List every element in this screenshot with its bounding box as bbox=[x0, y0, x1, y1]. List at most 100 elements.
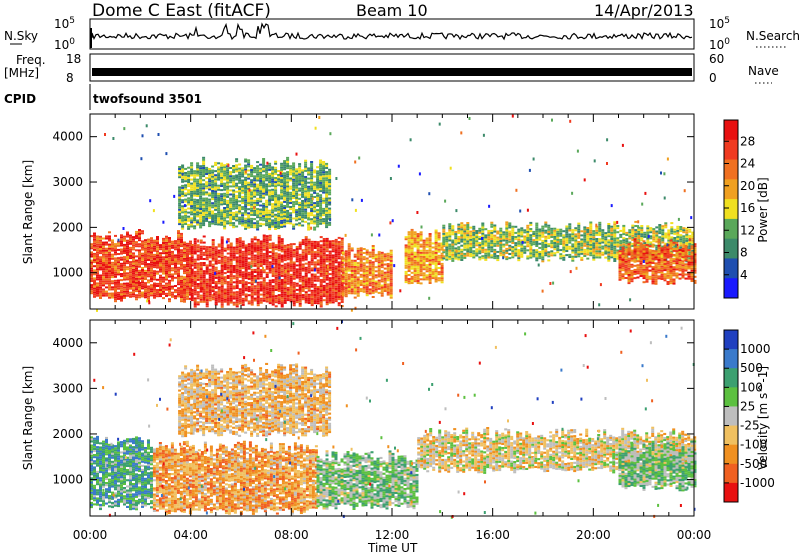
heatmap-cell bbox=[325, 260, 329, 263]
heatmap-cell bbox=[472, 229, 476, 232]
heatmap-cell bbox=[250, 295, 254, 298]
heatmap-cell bbox=[466, 226, 470, 228]
heatmap-cell bbox=[532, 251, 536, 254]
heatmap-cell bbox=[298, 284, 302, 287]
heatmap-cell bbox=[562, 238, 566, 241]
heatmap-cell bbox=[247, 165, 251, 168]
heatmap-cell bbox=[202, 160, 206, 163]
heatmap-cell bbox=[183, 245, 186, 248]
heatmap-cell bbox=[190, 223, 194, 226]
heatmap-cell bbox=[153, 241, 156, 244]
heatmap-cell bbox=[502, 249, 506, 252]
heatmap-cell bbox=[202, 222, 206, 225]
heatmap-cell bbox=[202, 241, 206, 244]
heatmap-cell bbox=[256, 161, 260, 164]
heatmap-cell bbox=[153, 243, 156, 246]
heatmap-cell bbox=[478, 256, 482, 259]
heatmap-cell bbox=[186, 242, 189, 245]
heatmap-cell bbox=[141, 283, 144, 286]
heatmap-cell bbox=[241, 189, 245, 192]
heatmap-cell bbox=[180, 279, 183, 282]
heatmap-cell bbox=[102, 266, 105, 269]
heatmap-cell bbox=[193, 217, 197, 220]
heatmap-cell bbox=[271, 301, 275, 304]
heatmap-cell bbox=[147, 291, 150, 294]
heatmap-cell bbox=[277, 257, 281, 260]
heatmap-cell bbox=[183, 270, 186, 273]
heatmap-cell bbox=[259, 246, 263, 249]
heatmap-cell bbox=[514, 238, 518, 241]
heatmap-cell bbox=[265, 218, 269, 221]
heatmap-cell bbox=[289, 253, 293, 256]
heatmap-cell bbox=[334, 243, 338, 245]
heatmap-cell bbox=[344, 274, 348, 277]
heatmap-cell bbox=[286, 205, 290, 208]
heatmap-cell bbox=[117, 267, 120, 270]
heatmap-cell bbox=[440, 242, 444, 245]
heatmap-cell bbox=[262, 192, 266, 195]
heatmap-cell bbox=[241, 261, 245, 263]
heatmap-cell bbox=[562, 246, 566, 249]
heatmap-cell bbox=[437, 244, 441, 247]
heatmap-cell bbox=[120, 248, 123, 251]
heatmap-cell bbox=[183, 253, 186, 256]
heatmap-cell bbox=[262, 240, 266, 243]
heatmap-cell bbox=[184, 174, 188, 177]
heatmap-cell bbox=[220, 197, 224, 200]
heatmap-cell bbox=[259, 222, 263, 225]
heatmap-cell bbox=[374, 288, 378, 291]
heatmap-cell bbox=[99, 260, 102, 263]
heatmap-cell bbox=[253, 262, 257, 265]
heatmap-cell bbox=[328, 240, 332, 243]
heatmap-cell bbox=[111, 257, 114, 260]
heatmap-cell bbox=[205, 252, 209, 255]
heatmap-cell bbox=[126, 284, 129, 287]
heatmap-cell bbox=[262, 287, 266, 290]
heatmap-cell bbox=[196, 283, 200, 285]
heatmap-cell bbox=[383, 279, 387, 282]
heatmap-cell bbox=[437, 242, 441, 245]
heatmap-cell bbox=[532, 255, 536, 258]
heatmap-cell bbox=[380, 264, 384, 266]
heatmap-cell bbox=[410, 249, 414, 252]
heatmap-cell bbox=[304, 182, 308, 185]
heatmap-cell bbox=[514, 246, 518, 249]
heatmap-cell bbox=[347, 261, 351, 264]
heatmap-cell bbox=[511, 250, 515, 253]
heatmap-cell bbox=[344, 268, 348, 271]
heatmap-cell bbox=[550, 240, 554, 243]
heatmap-cell bbox=[211, 263, 215, 266]
heatmap-cell bbox=[389, 280, 393, 283]
heatmap-cell bbox=[181, 193, 185, 195]
heatmap-cell bbox=[356, 266, 360, 269]
heatmap-cell bbox=[322, 264, 326, 267]
heatmap-cell bbox=[274, 282, 278, 285]
heatmap-cell bbox=[490, 248, 494, 251]
heatmap-cell bbox=[535, 238, 539, 241]
heatmap-cell bbox=[568, 239, 572, 242]
heatmap-cell bbox=[226, 202, 230, 204]
heatmap-cell bbox=[129, 269, 132, 272]
heatmap-cell bbox=[96, 241, 99, 244]
heatmap-cell bbox=[135, 267, 138, 270]
heatmap-cell bbox=[298, 243, 302, 246]
heatmap-cell bbox=[334, 253, 338, 256]
heatmap-cell bbox=[250, 273, 254, 275]
heatmap-cell bbox=[356, 268, 360, 271]
heatmap-cell bbox=[162, 266, 165, 269]
heatmap-cell bbox=[247, 161, 251, 164]
heatmap-cell bbox=[286, 191, 290, 194]
heatmap-cell bbox=[322, 238, 326, 240]
heatmap-cell bbox=[571, 249, 575, 252]
heatmap-cell bbox=[232, 287, 236, 290]
heatmap-cell bbox=[253, 177, 257, 180]
heatmap-cell bbox=[322, 161, 326, 163]
heatmap-cell bbox=[177, 275, 180, 277]
heatmap-cell bbox=[316, 247, 320, 250]
heatmap-cell bbox=[259, 180, 263, 182]
heatmap-cell bbox=[90, 280, 93, 282]
heatmap-cell bbox=[132, 236, 135, 239]
heatmap-cell bbox=[235, 190, 239, 193]
heatmap-cell bbox=[205, 173, 209, 175]
heatmap-cell bbox=[268, 185, 272, 188]
